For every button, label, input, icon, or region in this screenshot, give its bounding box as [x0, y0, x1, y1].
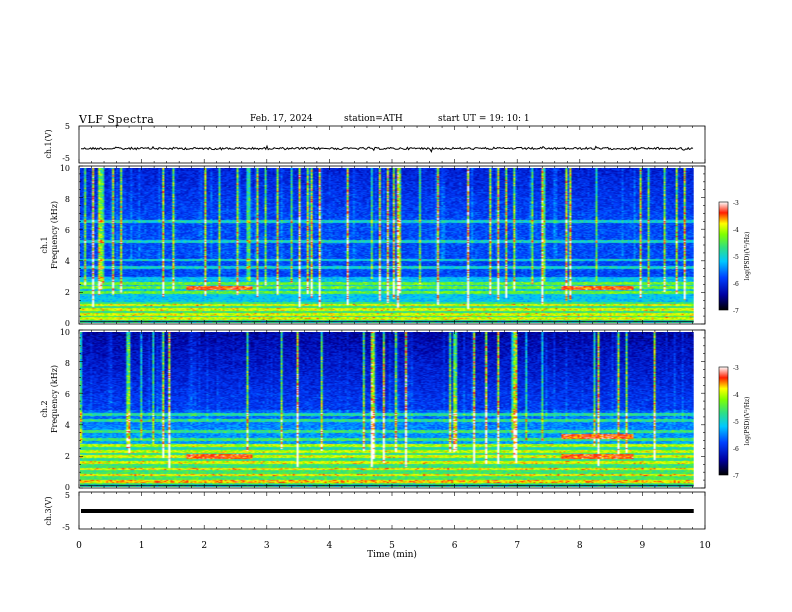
ch1-spectrogram-image — [80, 168, 694, 323]
ch1-cb-tick-neg6: -6 — [733, 281, 739, 288]
date-label: Feb. 17, 2024 — [250, 114, 313, 124]
station-label: station=ATH — [344, 114, 403, 124]
ch2-colorbar — [718, 366, 729, 476]
x-tick-label: 9 — [640, 541, 646, 551]
ch3-wave-panel: 5 -5 ch.3(V) — [44, 491, 706, 532]
ch2-colorbar-label: log(PSD)(V²/Hz) — [744, 397, 751, 446]
ch2-spectrogram-panel: 0 2 4 6 8 10 ch.2 Frequency (kHz) -3 -4 … — [40, 328, 751, 492]
ch1-wave-trace — [81, 144, 694, 153]
ch1-spec-ylabel: Frequency (kHz) — [50, 201, 59, 269]
ch2-ytick-8: 8 — [65, 359, 70, 368]
x-tick-label: 3 — [264, 541, 270, 551]
ch2-ytick-10: 10 — [60, 328, 70, 337]
ch1-wave-frame — [78, 125, 706, 164]
ch1-ytick-4: 4 — [65, 257, 70, 266]
ch1-ytick-neg5: -5 — [62, 154, 70, 163]
ch1-wave-ylabel: ch.1(V) — [44, 129, 53, 158]
x-tick-label: 2 — [201, 541, 207, 551]
ch2-spec-ylabel: Frequency (kHz) — [50, 365, 59, 433]
x-tick-label: 10 — [699, 541, 711, 551]
x-axis-label: Time (min) — [367, 549, 417, 560]
ch1-ytick-6: 6 — [65, 226, 70, 235]
ch1-spec-yticks: 0 2 4 6 8 10 — [60, 164, 70, 328]
ch2-spec-yticks: 0 2 4 6 8 10 — [60, 328, 70, 492]
chart-title: VLF Spectra — [79, 113, 155, 126]
x-tick-label: 1 — [139, 541, 145, 551]
ch2-spectrogram-image — [80, 332, 694, 487]
x-axis-ticks — [78, 126, 706, 529]
ch2-cb-tick-neg6: -6 — [733, 446, 739, 453]
ch2-cb-tick-neg5: -5 — [733, 419, 739, 426]
x-tick-label: 8 — [577, 541, 583, 551]
x-tick-label: 0 — [76, 541, 82, 551]
x-tick-label: 6 — [452, 541, 458, 551]
ch1-spectrogram-panel: 0 2 4 6 8 10 ch.1 Frequency (kHz) -3 -4 … — [40, 164, 751, 328]
ch1-colorbar-label: log(PSD)(V²/Hz) — [744, 232, 751, 281]
ch2-ytick-2: 2 — [65, 452, 70, 461]
x-tick-label: 5 — [389, 541, 395, 551]
ch1-ytick-5: 5 — [65, 122, 70, 131]
x-tick-label: 7 — [514, 541, 520, 551]
ch1-cb-tick-neg4: -4 — [733, 227, 739, 234]
ch1-ytick-2: 2 — [65, 288, 70, 297]
ch1-ytick-0: 0 — [65, 319, 70, 328]
ch3-ytick-5: 5 — [65, 491, 70, 500]
ch2-ytick-6: 6 — [65, 390, 70, 399]
ch3-wave-ylabel: ch.3(V) — [44, 496, 53, 525]
ch1-wave-panel: 5 -5 ch.1(V) — [44, 122, 706, 164]
ch1-cb-tick-neg3: -3 — [733, 200, 739, 207]
ch2-spec-ylabel-top: ch.2 — [40, 400, 49, 417]
ch1-ytick-10: 10 — [60, 164, 70, 173]
x-axis-tick-labels: 0 1 2 3 4 5 6 7 8 9 10 — [76, 541, 711, 551]
start-time-label: start UT = 19: 10: 1 — [438, 114, 530, 124]
ch2-cb-tick-neg3: -3 — [733, 365, 739, 372]
ch1-cb-tick-neg7: -7 — [733, 308, 739, 315]
ch1-ytick-8: 8 — [65, 195, 70, 204]
ch2-ytick-4: 4 — [65, 421, 70, 430]
ch2-ytick-0: 0 — [65, 483, 70, 492]
ch3-ytick-neg5: -5 — [62, 523, 70, 532]
ch2-cb-tick-neg4: -4 — [733, 392, 739, 399]
ch1-colorbar — [718, 201, 729, 311]
ch1-spec-ylabel-top: ch.1 — [40, 236, 49, 253]
ch2-cb-tick-neg7: -7 — [733, 473, 739, 480]
ch1-cb-tick-neg5: -5 — [733, 254, 739, 261]
x-tick-label: 4 — [327, 541, 333, 551]
